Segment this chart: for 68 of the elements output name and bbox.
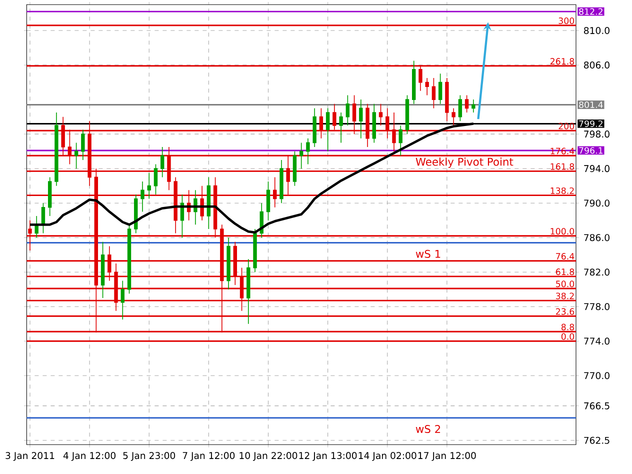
x-tick-label: 12 Jan 13:00: [299, 452, 357, 461]
candlestick: [339, 112, 343, 144]
y-tick-label: 806.0: [584, 62, 610, 69]
x-tick-label: 5 Jan 23:00: [123, 452, 176, 461]
candlestick: [312, 108, 316, 148]
candlestick: [140, 181, 144, 212]
ref-line-label: 801.4: [579, 101, 603, 108]
candlestick: [81, 129, 85, 160]
ref-line-label: 796.1: [579, 147, 603, 154]
annotation: 138.2: [550, 187, 574, 194]
candlestick: [54, 112, 58, 186]
y-tick-label: 798.0: [584, 130, 610, 138]
annotation: 23.6: [556, 308, 574, 315]
annotation: 176.4: [550, 148, 574, 154]
annotation: wS 2: [416, 424, 440, 434]
y-tick-label: 778.0: [584, 303, 610, 310]
candlestick: [280, 160, 284, 204]
x-tick-label: 7 Jan 12:00: [182, 452, 235, 461]
annotation: 61.8: [556, 268, 574, 276]
candlestick: [445, 78, 449, 122]
y-tick-label: 774.0: [584, 338, 610, 345]
candlestick: [326, 108, 330, 152]
y-tick-label: 782.0: [584, 268, 610, 276]
candlestick: [253, 228, 257, 273]
ref-line-label: 812.2: [579, 8, 602, 15]
ref-line-label: 799.2: [579, 120, 602, 127]
candlestick: [147, 172, 151, 200]
y-tick-label: 766.5: [584, 402, 610, 410]
y-tick-label: 790.0: [584, 200, 610, 207]
candlestick: [160, 146, 164, 178]
x-tick-label: 10 Jan 22:00: [240, 452, 298, 461]
annotation: 0.0: [561, 333, 574, 340]
candlestick: [452, 108, 456, 126]
candlestick: [246, 258, 250, 324]
candlestick: [472, 99, 476, 113]
y-tick-label: 794.0: [584, 165, 610, 172]
annotation: wS 1: [416, 250, 440, 258]
x-tick-label: 17 Jan 12:00: [418, 452, 476, 461]
annotation: 100.0: [550, 228, 574, 235]
candlestick: [306, 138, 310, 165]
annotation: 8.8: [561, 324, 574, 330]
candlestick: [74, 142, 78, 169]
annotation: 50.0: [556, 280, 574, 288]
y-tick-label: 786.0: [584, 234, 610, 242]
annotation: 300: [558, 17, 574, 24]
x-tick-label: 14 Jan 02:00: [358, 452, 416, 461]
candlestick: [299, 142, 304, 169]
y-tick-label: 770.0: [584, 372, 610, 380]
annotation: Weekly Pivot Point: [416, 158, 514, 168]
annotation: 261.8: [550, 58, 574, 65]
candlestick: [432, 78, 436, 109]
x-tick-label: 3 Jan 2011: [6, 452, 54, 461]
annotation: 76.4: [556, 253, 574, 260]
candlestick: [372, 103, 376, 144]
candlestick: [226, 237, 230, 290]
candlestick: [398, 125, 402, 156]
candlestick: [425, 78, 429, 96]
x-tick-label: 4 Jan 12:00: [63, 452, 116, 461]
candlestick: [194, 190, 198, 226]
y-tick-label: 810.0: [584, 27, 610, 34]
annotation: 161.8: [550, 163, 574, 170]
candlestick: [378, 103, 383, 126]
y-tick-label: 762.5: [584, 436, 610, 444]
annotation: 200: [558, 122, 574, 130]
annotation: 38.2: [556, 292, 574, 300]
candlestick: [120, 280, 124, 320]
candlestick: [359, 99, 363, 139]
candlestick: [464, 94, 469, 113]
